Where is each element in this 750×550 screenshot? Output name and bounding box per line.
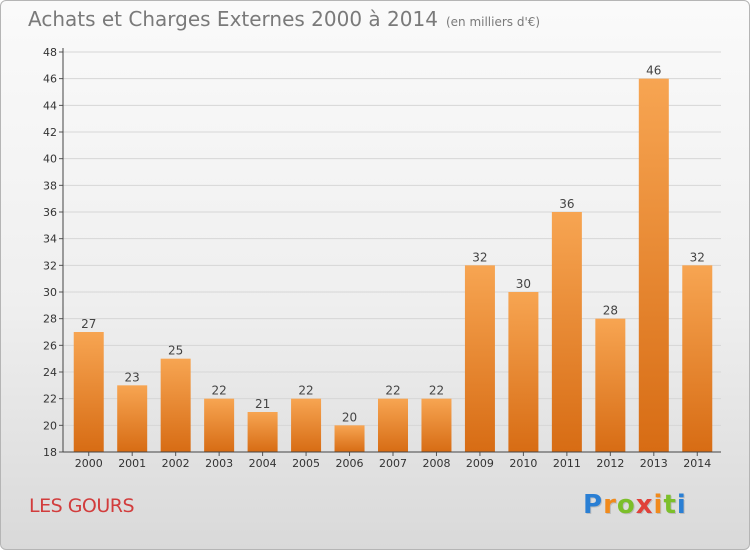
bar-value-label: 23 [125, 370, 140, 384]
labels: 18 20 22 24 26 28 30 32 34 36 38 40 42 44 46 48 27 2000 23… [43, 46, 711, 470]
bar [73, 332, 104, 452]
y-tick-label: 32 [43, 259, 57, 272]
bars [73, 78, 713, 453]
bar-value-label: 22 [429, 384, 444, 398]
x-tick-label: 2004 [249, 457, 277, 470]
chart-title-text: Achats et Charges Externes 2000 à 2014 [28, 7, 438, 31]
x-tick-label: 2005 [292, 457, 320, 470]
x-tick-label: 2008 [422, 457, 450, 470]
x-tick-label: 2002 [162, 457, 190, 470]
bar [551, 212, 582, 452]
bar [464, 265, 495, 452]
bar-value-label: 22 [385, 384, 400, 398]
x-tick-label: 2012 [596, 457, 624, 470]
x-tick-label: 2007 [379, 457, 407, 470]
x-tick-label: 2014 [683, 457, 711, 470]
bar-value-label: 20 [342, 410, 357, 424]
y-tick-label: 40 [43, 153, 57, 166]
bar [378, 398, 408, 452]
bar [291, 398, 322, 452]
y-tick-label: 42 [43, 126, 57, 139]
bar-value-label: 32 [472, 250, 487, 264]
x-tick-label: 2006 [336, 457, 364, 470]
bar [595, 318, 626, 452]
chart-title: Achats et Charges Externes 2000 à 2014 (e… [28, 7, 540, 31]
bar-value-label: 46 [646, 64, 661, 78]
bar-value-label: 36 [559, 197, 574, 211]
y-tick-label: 30 [43, 286, 57, 299]
place-name: LES GOURS [29, 495, 135, 517]
bar [508, 292, 539, 452]
chart-unit-text: (en milliers d'€) [445, 15, 541, 29]
x-tick-label: 2010 [509, 457, 537, 470]
bar-value-label: 25 [168, 344, 183, 358]
y-tick-label: 44 [43, 99, 57, 112]
bar [117, 385, 148, 452]
proxiti-logo: Proxiti [583, 490, 687, 520]
y-tick-label: 36 [43, 206, 57, 219]
x-tick-label: 2013 [640, 457, 668, 470]
y-tick-label: 28 [43, 313, 57, 326]
y-tick-label: 46 [43, 73, 57, 86]
x-tick-label: 2003 [205, 457, 233, 470]
bar-value-label: 22 [211, 384, 226, 398]
x-tick-label: 2001 [118, 457, 146, 470]
y-tick-label: 34 [43, 233, 57, 246]
y-tick-label: 24 [43, 366, 57, 379]
bar [682, 265, 713, 452]
y-tick-label: 26 [43, 339, 57, 352]
bar [160, 358, 191, 452]
bar [421, 398, 452, 452]
y-tick-label: 38 [43, 179, 57, 192]
bar-value-label: 28 [603, 304, 618, 318]
y-tick-label: 18 [43, 446, 57, 459]
axes [59, 48, 721, 456]
bar-value-label: 22 [298, 384, 313, 398]
bar-value-label: 21 [255, 397, 270, 411]
x-tick-label: 2009 [466, 457, 494, 470]
bar [247, 412, 278, 452]
x-tick-label: 2000 [75, 457, 103, 470]
y-tick-label: 20 [43, 419, 57, 432]
bar-value-label: 30 [516, 277, 531, 291]
bar-value-label: 32 [690, 250, 705, 264]
y-tick-label: 22 [43, 393, 57, 406]
bar-value-label: 27 [81, 317, 96, 331]
x-tick-label: 2011 [553, 457, 581, 470]
bar [334, 425, 365, 452]
y-tick-label: 48 [43, 46, 57, 59]
bar [204, 398, 235, 452]
bar [638, 78, 669, 453]
